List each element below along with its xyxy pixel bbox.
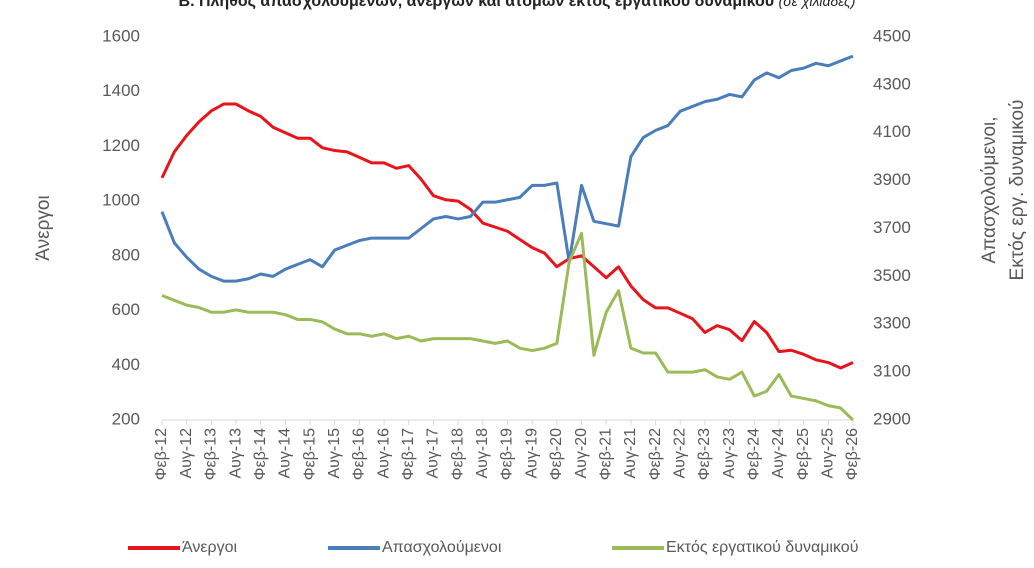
x-tick-label: Φεβ-23: [696, 428, 713, 480]
y-tick-label: 1200: [102, 136, 140, 155]
y-tick-label: 200: [112, 409, 140, 428]
chart-title: Β. Πλήθος απασχολούμενων, ανέργων και ατ…: [179, 0, 856, 10]
x-tick-label: Αυγ-16: [375, 428, 392, 479]
x-tick-label: Φεβ-20: [548, 428, 565, 480]
x-tick-label: Φεβ-25: [795, 428, 812, 480]
y-tick-label: 600: [112, 300, 140, 319]
title-sub: (σε χιλιάδες): [779, 0, 856, 9]
x-tick-label: Φεβ-14: [252, 428, 269, 480]
legend-label: Απασχολούμενοι: [382, 539, 502, 556]
x-tick-label: Φεβ-17: [400, 428, 417, 480]
series-line: [160, 102, 854, 370]
legend-label: Εκτός εργατικού δυναμικού: [666, 539, 858, 556]
x-tick-label: Αυγ-22: [671, 428, 688, 479]
y-axis-label: Άνεργοι: [33, 195, 54, 260]
x-tick-label: Αυγ-13: [227, 428, 244, 479]
y2-tick-label: 3900: [873, 170, 911, 189]
x-tick-label: Φεβ-12: [153, 428, 170, 480]
y2-tick-label: 4500: [873, 26, 911, 45]
x-tick-label: Φεβ-21: [597, 428, 614, 480]
x-tick-label: Αυγ-17: [425, 428, 442, 479]
x-tick-label: Αυγ-24: [770, 428, 787, 479]
legend-label: Άνεργοι: [182, 539, 238, 556]
y2-tick-label: 2900: [873, 409, 911, 428]
x-tick-label: Αυγ-12: [178, 428, 195, 479]
series-line: [160, 54, 854, 283]
y-tick-label: 1000: [102, 191, 140, 210]
x-tick-label: Φεβ-24: [746, 428, 763, 480]
y-tick-label: 800: [112, 245, 140, 264]
y2-tick-label: 3500: [873, 266, 911, 285]
x-tick-label: Αυγ-23: [721, 428, 738, 479]
x-tick-label: Φεβ-13: [203, 428, 220, 480]
x-tick-label: Αυγ-18: [474, 428, 491, 479]
x-tick-label: Φεβ-15: [301, 428, 318, 480]
x-tick-label: Φεβ-18: [449, 428, 466, 480]
y2-tick-label: 3700: [873, 218, 911, 237]
y-tick-label: 1400: [102, 81, 140, 100]
x-tick-label: Αυγ-14: [277, 428, 294, 479]
y2-tick-label: 3100: [873, 362, 911, 381]
y2-tick-label: 4300: [873, 74, 911, 93]
y2-tick-label: 3300: [873, 314, 911, 333]
x-tick-label: Φεβ-26: [844, 428, 861, 480]
x-tick-label: Φεβ-22: [647, 428, 664, 480]
y2-axis-label: Εκτός εργ. δυναμικού: [1007, 100, 1028, 281]
x-tick-label: Αυγ-15: [326, 428, 343, 479]
x-tick-label: Αυγ-20: [573, 428, 590, 479]
x-tick-label: Αυγ-25: [820, 428, 837, 479]
x-tick-label: Αυγ-19: [523, 428, 540, 479]
series-line: [161, 231, 855, 422]
y-tick-label: 1600: [102, 26, 140, 45]
x-tick-label: Φεβ-19: [499, 428, 516, 480]
y2-axis-label: Απασχολούμενοι,: [979, 116, 1000, 263]
y-tick-label: 400: [112, 355, 140, 374]
x-tick-label: Φεβ-16: [351, 428, 368, 480]
y2-tick-label: 4100: [873, 122, 911, 141]
title-main: Β. Πλήθος απασχολούμενων, ανέργων και ατ…: [179, 0, 775, 10]
x-tick-label: Αυγ-21: [622, 428, 639, 479]
